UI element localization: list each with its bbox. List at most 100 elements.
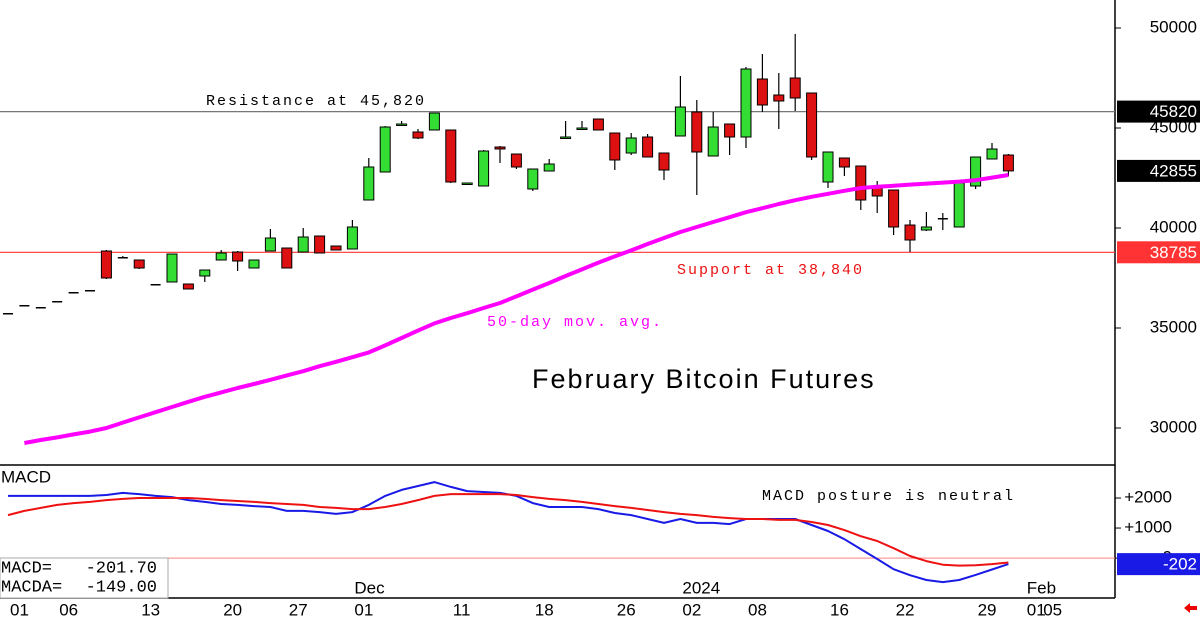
candle-body [412, 131, 424, 139]
candle-body [773, 94, 785, 102]
candle-body [658, 152, 670, 171]
y-tick-label: 30000 [1150, 417, 1197, 436]
candle-body [314, 235, 326, 254]
candle-body [117, 257, 128, 259]
x-tick-label: 11 [453, 600, 471, 619]
ma-label: 50-day mov. avg. [487, 314, 663, 331]
x-tick-label: 20 [223, 600, 242, 619]
candle-body [264, 237, 276, 252]
candle-body [756, 78, 768, 106]
candle-body [35, 307, 46, 309]
candle-body [789, 77, 801, 99]
readout-value: -201.70 [86, 559, 157, 578]
candle-body [724, 123, 736, 138]
candle-body [707, 126, 719, 157]
candle-body [133, 259, 145, 269]
candle-body [19, 305, 30, 307]
x-tick-label: 13 [141, 600, 160, 619]
candle-body [428, 112, 440, 131]
x-tick-label: 22 [896, 600, 915, 619]
x-tick-label: 18 [535, 600, 554, 619]
x-tick-label: 16 [830, 600, 849, 619]
candle-body [986, 148, 998, 160]
y-tick-label: 40000 [1150, 217, 1197, 236]
candle-body [609, 132, 621, 161]
candle-body [560, 136, 572, 139]
candle-body [363, 166, 375, 201]
value-box-label: 45820 [1150, 102, 1197, 121]
candle-body [396, 123, 408, 126]
candle-body [576, 127, 588, 130]
candle-body [855, 165, 867, 201]
candle-body [215, 252, 227, 261]
value-box [1117, 241, 1200, 264]
candle-body [970, 156, 982, 187]
plot-area: 3000035000400004500050000+2000+100000106… [0, 17, 1200, 619]
candle-body [691, 111, 703, 153]
candle-body [822, 151, 834, 183]
candle-body [150, 284, 161, 286]
macd-title: MACD [1, 467, 51, 486]
readout-name: MACDA= [1, 578, 62, 597]
candle-body [674, 106, 686, 137]
candle-body [494, 146, 506, 150]
value-box-label: 38785 [1150, 243, 1197, 262]
candle-body [543, 163, 555, 172]
x-tick-label: 01 [1027, 600, 1046, 619]
x-tick-label: 02 [682, 600, 701, 619]
macd-line [7, 493, 1009, 567]
chart-title: February Bitcoin Futures [532, 364, 876, 394]
x-month-label: Feb [1027, 578, 1056, 597]
candle-body [461, 182, 473, 185]
value-box [1117, 159, 1200, 182]
candle-body [346, 226, 358, 250]
candle-body [166, 253, 178, 283]
candle-body [85, 290, 95, 292]
candle-body [182, 283, 194, 290]
candle-body [838, 157, 850, 168]
candle-body [379, 126, 391, 173]
readout-value: -149.00 [86, 578, 157, 597]
candle-body [478, 150, 490, 187]
moving-average-line [24, 173, 1009, 445]
x-tick-label: 01 [354, 600, 373, 619]
candle-body [740, 68, 752, 138]
value-box [1117, 100, 1200, 123]
candle-body [199, 269, 211, 277]
candle-body [642, 136, 654, 158]
candle-body [248, 259, 260, 269]
value-box-label: -202 [1163, 555, 1197, 574]
candle-body [920, 226, 932, 231]
candle-body [52, 301, 63, 303]
candle-body [904, 224, 916, 241]
resistance-label: Resistance at 45,820 [206, 93, 426, 110]
scroll-arrow[interactable] [1184, 603, 1197, 613]
support-label: Support at 38,840 [677, 262, 864, 279]
y-tick-label: +2000 [1124, 488, 1172, 507]
x-tick-label: 05 [1043, 600, 1062, 619]
candle-body [281, 247, 293, 269]
candle-body [68, 292, 79, 294]
x-month-label: Dec [354, 578, 385, 597]
y-tick-label: +1000 [1124, 518, 1172, 537]
candle-body [510, 153, 522, 168]
candle-body [953, 182, 965, 228]
readout-box [0, 557, 169, 599]
x-tick-label: 01 [10, 600, 29, 619]
x-tick-label: 26 [617, 600, 636, 619]
x-tick-label: 08 [748, 600, 767, 619]
readout-name: MACD= [1, 559, 52, 578]
candle-body [3, 313, 13, 315]
candle-body [937, 218, 948, 220]
y-tick-label: 50000 [1150, 17, 1197, 36]
y-tick-label: 35000 [1150, 317, 1197, 336]
x-tick-label: 06 [59, 600, 78, 619]
value-box [1117, 553, 1200, 576]
candle-body [806, 92, 818, 158]
candle-body [232, 251, 244, 262]
candle-body [888, 189, 900, 228]
value-box-label: 42855 [1150, 161, 1197, 180]
